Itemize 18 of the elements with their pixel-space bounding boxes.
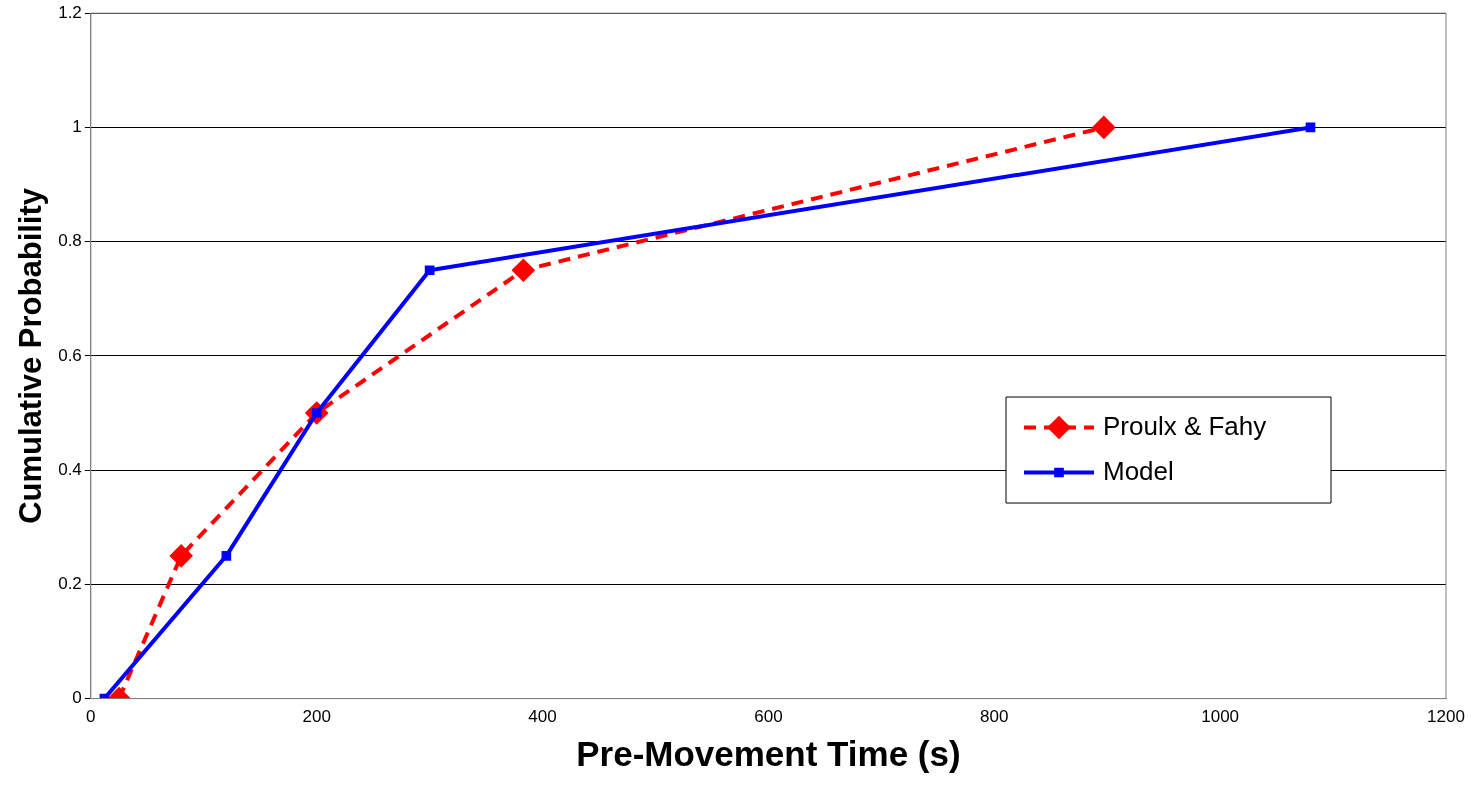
x-tick-label: 200 [302, 707, 331, 727]
y-tick-label: 0.8 [58, 231, 82, 251]
legend-label: Model [1103, 455, 1174, 486]
x-tick-label: 800 [980, 707, 1009, 727]
y-tick-label: 0.4 [58, 459, 82, 479]
x-axis-title: Pre-Movement Time (s) [576, 733, 961, 773]
y-axis-title: Cumulative Probability [13, 187, 49, 524]
y-tick-label: 0.2 [58, 574, 82, 594]
y-tick-label: 1.2 [58, 2, 82, 22]
y-tick-label: 1 [72, 117, 82, 137]
x-tick-label: 1000 [1201, 707, 1240, 727]
y-tick-label: 0 [72, 688, 82, 708]
x-tick-label: 400 [528, 707, 557, 727]
x-tick-label: 600 [754, 707, 783, 727]
x-tick-label: 0 [86, 707, 96, 727]
y-tick-label: 0.6 [58, 345, 82, 365]
legend-label: Proulx & Fahy [1103, 410, 1267, 441]
x-tick-label: 1200 [1427, 707, 1465, 727]
